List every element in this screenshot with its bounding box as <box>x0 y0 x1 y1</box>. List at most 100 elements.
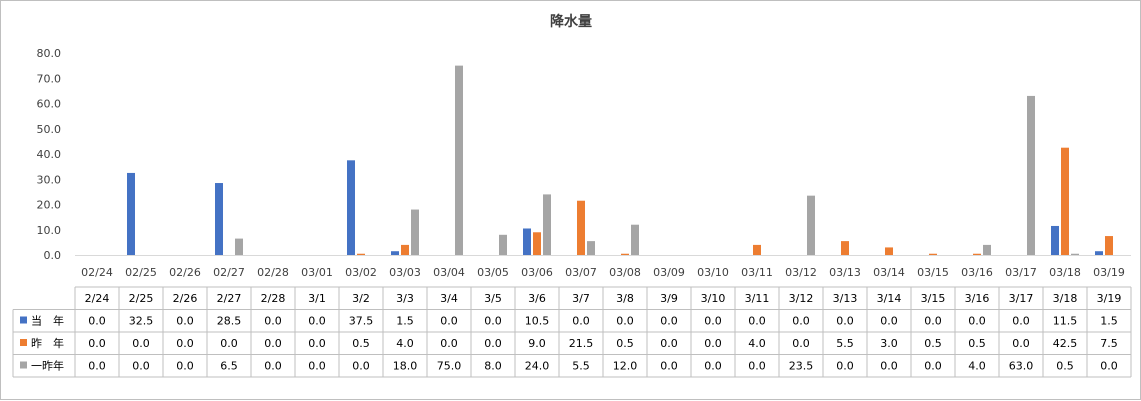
bars <box>127 65 1113 255</box>
table-header-cell: 3/16 <box>965 292 990 305</box>
legend-label: 一昨年 <box>31 359 64 373</box>
bar-1-03/03 <box>391 251 399 255</box>
data-label: 0.0 <box>880 315 898 328</box>
bar-2-03/07 <box>577 200 585 255</box>
legend-key-3 <box>20 361 27 369</box>
data-label: 0.0 <box>836 360 854 373</box>
data-label: 0.5 <box>352 337 370 350</box>
data-label: 24.0 <box>525 360 550 373</box>
data-label: 0.5 <box>1056 360 1074 373</box>
table-header-cell: 3/4 <box>440 292 458 305</box>
data-label: 0.0 <box>1012 337 1030 350</box>
data-label: 0.5 <box>968 337 986 350</box>
x-tick-label: 02/24 <box>81 266 113 279</box>
table-header-cell: 3/19 <box>1097 292 1122 305</box>
data-label: 7.5 <box>1100 337 1118 350</box>
data-label: 0.0 <box>440 337 458 350</box>
table-header-cell: 3/11 <box>745 292 770 305</box>
data-label: 4.0 <box>748 337 766 350</box>
data-label: 5.5 <box>836 337 854 350</box>
table-header-cell: 3/8 <box>616 292 634 305</box>
data-label: 0.0 <box>352 360 370 373</box>
bar-3-03/18 <box>1071 253 1079 255</box>
bar-2-03/15 <box>929 253 937 255</box>
bar-3-03/17 <box>1027 95 1035 255</box>
x-tick-label: 03/15 <box>917 266 949 279</box>
data-label: 0.0 <box>748 360 766 373</box>
bar-2-03/16 <box>973 253 981 255</box>
table-header-cell: 2/25 <box>129 292 154 305</box>
x-tick-label: 03/18 <box>1049 266 1081 279</box>
data-label: 0.0 <box>264 360 282 373</box>
table-header-cell: 3/2 <box>352 292 370 305</box>
data-label: 0.0 <box>1012 315 1030 328</box>
data-label: 4.0 <box>968 360 986 373</box>
data-label: 0.0 <box>704 315 722 328</box>
x-tick-label: 03/08 <box>609 266 641 279</box>
data-label: 42.5 <box>1053 337 1078 350</box>
bar-3-03/05 <box>499 234 507 255</box>
data-label: 0.0 <box>176 360 194 373</box>
bar-1-03/19 <box>1095 251 1103 255</box>
y-tick-label: 80.0 <box>37 47 62 60</box>
data-label: 18.0 <box>393 360 418 373</box>
data-label: 6.5 <box>220 360 238 373</box>
data-label: 0.0 <box>88 315 106 328</box>
data-label: 0.0 <box>924 360 942 373</box>
table-header-cell: 3/12 <box>789 292 814 305</box>
data-label: 0.0 <box>308 360 326 373</box>
y-tick-label: 30.0 <box>37 173 62 186</box>
bar-2-03/14 <box>885 247 893 255</box>
table-grid <box>12 286 1132 378</box>
y-tick-label: 70.0 <box>37 72 62 85</box>
bar-1-02/25 <box>127 172 135 255</box>
data-label: 0.0 <box>836 315 854 328</box>
table-header-cell: 2/27 <box>217 292 242 305</box>
x-tick-label: 02/28 <box>257 266 289 279</box>
bar-2-03/11 <box>753 244 761 255</box>
data-label: 0.0 <box>176 337 194 350</box>
x-tick-label: 03/03 <box>389 266 421 279</box>
data-label: 28.5 <box>217 315 242 328</box>
x-tick-label: 03/10 <box>697 266 729 279</box>
bar-1-03/18 <box>1051 225 1059 255</box>
bar-1-02/27 <box>215 183 223 255</box>
bar-3-03/08 <box>631 224 639 255</box>
bar-2-03/18 <box>1061 147 1069 255</box>
x-tick-label: 02/27 <box>213 266 245 279</box>
data-label: 5.5 <box>572 360 590 373</box>
table-header-cell: 3/6 <box>528 292 546 305</box>
x-tick-label: 02/25 <box>125 266 157 279</box>
data-label: 0.0 <box>176 315 194 328</box>
table-header-cell: 2/26 <box>173 292 198 305</box>
data-label: 12.0 <box>613 360 638 373</box>
bar-3-03/04 <box>455 65 463 255</box>
data-label: 11.5 <box>1053 315 1078 328</box>
data-label: 0.0 <box>88 337 106 350</box>
bar-2-03/02 <box>357 253 365 255</box>
table-header-cell: 3/14 <box>877 292 902 305</box>
bar-2-03/06 <box>533 232 541 255</box>
data-label: 0.5 <box>616 337 634 350</box>
axes: 0.0 10.0 20.0 30.0 40.0 50.0 60.0 70.0 80.0 02/24… <box>37 47 1131 279</box>
data-label: 10.5 <box>525 315 550 328</box>
table-header-cell: 3/13 <box>833 292 858 305</box>
data-label: 8.0 <box>484 360 502 373</box>
data-label: 0.0 <box>440 315 458 328</box>
data-label: 32.5 <box>129 315 154 328</box>
data-label: 0.5 <box>924 337 942 350</box>
data-label: 0.0 <box>220 337 238 350</box>
x-tick-label: 03/16 <box>961 266 993 279</box>
table-header-cell: 3/17 <box>1009 292 1034 305</box>
bar-3-02/27 <box>235 238 243 255</box>
data-label: 0.0 <box>88 360 106 373</box>
data-label: 37.5 <box>349 315 374 328</box>
data-label: 3.0 <box>880 337 898 350</box>
bar-2-03/19 <box>1105 236 1113 255</box>
data-label: 0.0 <box>704 337 722 350</box>
x-tick-label: 03/09 <box>653 266 685 279</box>
bar-3-03/07 <box>587 241 595 255</box>
data-label: 0.0 <box>968 315 986 328</box>
